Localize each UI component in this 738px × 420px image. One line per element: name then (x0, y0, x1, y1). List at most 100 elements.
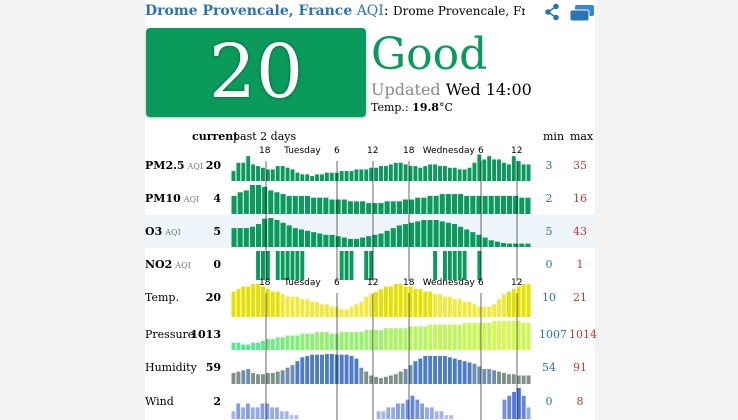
sparkline-chart (231, 215, 531, 248)
row-max-value: 35 (573, 159, 587, 172)
chart-bar (477, 322, 482, 350)
chart-bar (329, 306, 334, 317)
chart-bar (249, 185, 255, 214)
chart-bar (295, 361, 300, 384)
chart-bar (374, 330, 379, 350)
chart-bar (369, 375, 374, 384)
chart-bar (388, 286, 393, 317)
aqi-widget: Drome Provencale, France AQI: Drome Prov… (145, 0, 597, 420)
chart-bar (433, 355, 438, 384)
chart-bar (383, 166, 388, 181)
chart-bar (476, 195, 482, 215)
temp-label: Temp.: (371, 101, 413, 114)
chart-bar (516, 388, 521, 419)
row-unit: AQI (183, 195, 200, 204)
chart-bar (398, 284, 403, 317)
chart-bar (470, 195, 476, 215)
chart-bar (359, 169, 364, 181)
chart-bar (246, 156, 251, 181)
chart-bar (304, 195, 311, 215)
row-label-humidity: Humidity (145, 361, 197, 374)
row-current-value: 4 (213, 192, 221, 205)
row-label-pm25: PM2.5 AQI (145, 159, 203, 172)
chart-bar (439, 221, 445, 247)
chart-bar (305, 174, 310, 181)
chart-bar (521, 395, 526, 419)
chart-bar (374, 291, 379, 317)
row-name: Wind (145, 395, 174, 408)
chart-bar (467, 322, 472, 350)
chart-bar (452, 324, 457, 351)
chart-bar (516, 375, 521, 384)
chart-bar (423, 326, 428, 350)
chart-bar (427, 220, 433, 247)
chart-bar (482, 195, 488, 215)
chart-bar (323, 197, 329, 214)
chart-bar (298, 195, 304, 215)
row-min-value: 0 (545, 258, 553, 271)
time-axis-label: Tuesday (284, 146, 321, 156)
row-min-value: 10 (542, 291, 556, 304)
chart-bar (439, 194, 445, 214)
aqi-word: AQI (356, 3, 384, 19)
chart-bar (526, 164, 531, 181)
windows-icon[interactable] (569, 4, 595, 22)
chart-bar (374, 376, 379, 384)
chart-bar (344, 354, 349, 384)
chart-bar (400, 403, 405, 419)
chart-bar (280, 251, 285, 280)
row-min-value: 54 (542, 361, 556, 374)
row-unit: AQI (165, 228, 181, 237)
chart-bar (335, 236, 341, 247)
chart-bar (398, 162, 403, 181)
chart-bar (391, 407, 396, 420)
chart-bar (408, 365, 413, 384)
chart-bar (339, 331, 344, 351)
chart-bar (376, 411, 381, 419)
chart-bar (265, 289, 270, 317)
chart-bar (265, 372, 270, 384)
chart-bar (384, 230, 390, 247)
chart-bar (270, 291, 275, 317)
column-current: current (192, 130, 239, 143)
chart-bar (310, 354, 315, 384)
row-name: Pressure (145, 328, 195, 341)
chart-bar (442, 355, 447, 384)
chart-bar (383, 376, 388, 384)
chart-bar (500, 195, 507, 215)
chart-bar (280, 222, 286, 247)
chart-bar (261, 286, 265, 317)
chart-bar (249, 226, 255, 247)
row-min-value: 1007 (539, 328, 567, 341)
chart-bar (511, 156, 516, 181)
chart-bar (492, 321, 497, 350)
chart-bar (300, 333, 305, 350)
chart-bar (507, 243, 513, 247)
sparkline-chart (231, 182, 531, 215)
city-link[interactable]: Drome Provencale, France (145, 3, 353, 19)
chart-bar (413, 361, 418, 384)
chart-bar (506, 164, 511, 181)
share-icon[interactable] (544, 3, 562, 21)
row-label-temp: Temp. (145, 291, 179, 304)
chart-bar (341, 237, 347, 247)
chart-bar (251, 284, 256, 317)
row-min-value: 2 (545, 192, 553, 205)
charts-area: PM2.5 AQI 20 3 35 18 Tuesday 6 12 18 Wednesday 6 12 P… (145, 0, 597, 420)
chart-bar (335, 199, 341, 214)
chart-bar (369, 251, 374, 280)
chart-bar (236, 371, 241, 384)
chart-bar (488, 195, 494, 215)
chart-bar (305, 333, 310, 350)
row-name: PM10 (145, 192, 181, 205)
chart-bar (457, 324, 462, 351)
aqi-level: Good (371, 29, 488, 80)
row-max-value: 1014 (569, 328, 597, 341)
chart-bar (507, 195, 513, 215)
chart-bar (251, 164, 256, 181)
chart-bar (379, 330, 383, 350)
chart-bar (408, 326, 413, 350)
chart-bar (386, 407, 391, 420)
chart-bar (324, 172, 329, 181)
time-axis-label: Wednesday (422, 278, 475, 288)
